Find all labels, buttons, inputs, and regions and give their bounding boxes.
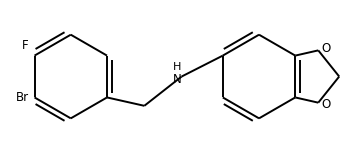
Text: N: N bbox=[173, 73, 182, 86]
Text: F: F bbox=[22, 40, 28, 52]
Text: O: O bbox=[321, 42, 331, 55]
Text: O: O bbox=[321, 98, 331, 111]
Text: H: H bbox=[173, 62, 182, 72]
Text: Br: Br bbox=[16, 91, 29, 104]
